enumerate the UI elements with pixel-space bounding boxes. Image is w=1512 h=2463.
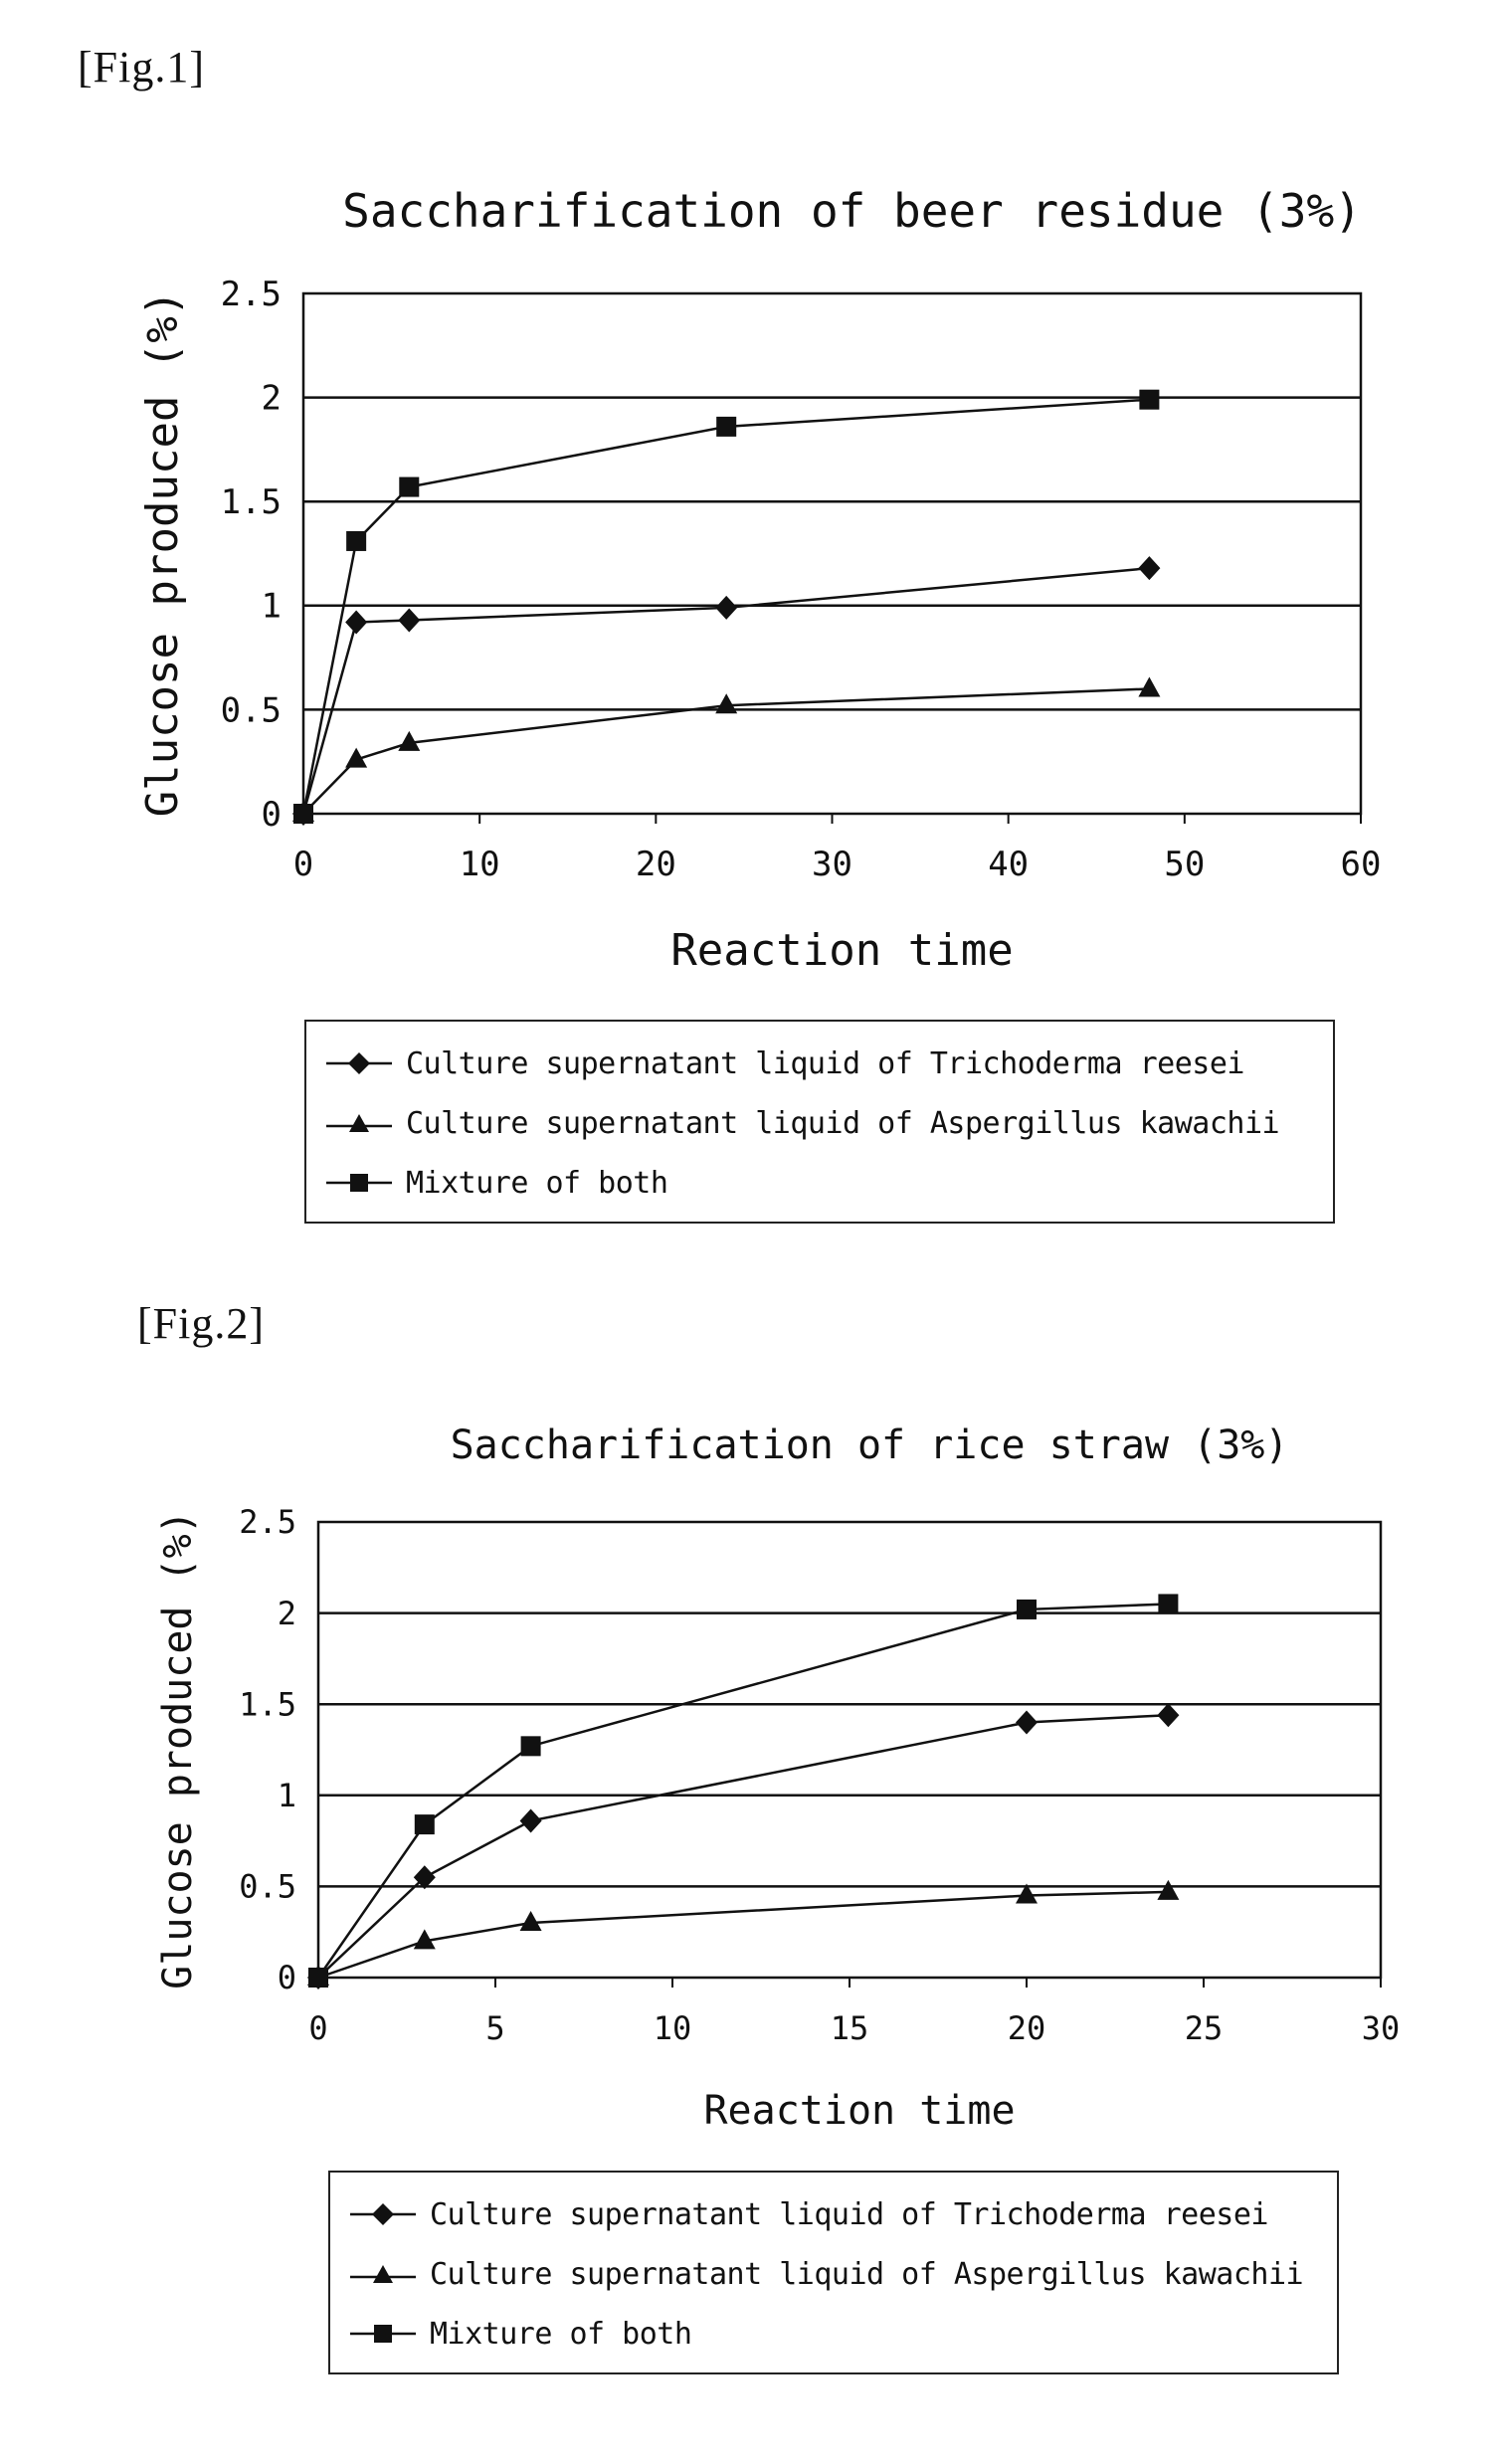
legend-item-trichoderma: Culture supernatant liquid of Trichoderm… (306, 1034, 1333, 1093)
series-diamond (292, 556, 1160, 826)
series-line (318, 1604, 1168, 1978)
square-marker-icon (324, 1168, 394, 1198)
legend-item-trichoderma: Culture supernatant liquid of Trichoderm… (330, 2184, 1337, 2244)
data-point-square (346, 531, 366, 551)
x-tick-label: 60 (1341, 845, 1382, 884)
data-point-diamond (715, 596, 737, 620)
data-point-square (1158, 1594, 1178, 1613)
triangle-marker-icon (324, 1108, 394, 1138)
y-tick-label: 0 (278, 1959, 296, 1996)
chart-title: Saccharification of beer residue (3%) (342, 184, 1362, 238)
figure-1-label: [Fig.1] (78, 42, 205, 93)
legend-label: Culture supernatant liquid of Aspergillu… (406, 1106, 1279, 1141)
x-axis-label: Reaction time (703, 2088, 1015, 2134)
data-point-square (1017, 1600, 1037, 1619)
x-tick-label: 10 (460, 845, 500, 884)
data-point-triangle (1138, 676, 1160, 696)
data-point-diamond (1016, 1711, 1038, 1735)
data-point-square (521, 1736, 541, 1756)
x-axis-label: Reaction time (670, 925, 1013, 976)
x-tick-label: 10 (654, 2009, 692, 2047)
data-point-triangle (1157, 1880, 1179, 1900)
legend-label: Culture supernatant liquid of Trichoderm… (430, 2197, 1268, 2232)
chart-2-rice-straw: Saccharification of rice straw (3%) 0 0.5 1… (0, 1393, 1512, 2159)
data-point-diamond (398, 608, 420, 632)
legend-item-mixture: Mixture of both (306, 1153, 1333, 1213)
data-point-square (716, 417, 736, 437)
x-tick-label: 50 (1164, 845, 1205, 884)
diamond-marker-icon (324, 1048, 394, 1078)
data-point-square (293, 804, 313, 824)
chart-title: Saccharification of rice straw (3%) (451, 1422, 1289, 1468)
y-axis-label: Glucose produced (%) (155, 1510, 201, 1989)
series-triangle (292, 676, 1160, 822)
x-tick-label: 0 (293, 845, 313, 884)
data-point-diamond (520, 1808, 542, 1832)
data-point-triangle (520, 1911, 542, 1931)
data-point-diamond (1138, 556, 1160, 580)
x-tick-label: 30 (812, 845, 852, 884)
x-tick-label: 5 (485, 2009, 504, 2047)
legend-item-aspergillus: Culture supernatant liquid of Aspergillu… (306, 1093, 1333, 1153)
legend-item-aspergillus: Culture supernatant liquid of Aspergillu… (330, 2244, 1337, 2304)
legend-label: Culture supernatant liquid of Trichoderm… (406, 1046, 1244, 1081)
series-triangle (307, 1880, 1179, 1986)
figure-2-label: [Fig.2] (137, 1298, 265, 1349)
x-tick-label: 20 (636, 845, 676, 884)
y-tick-label: 2 (278, 1595, 296, 1632)
chart-2-legend: Culture supernatant liquid of Trichoderm… (328, 2171, 1339, 2374)
legend-label: Mixture of both (406, 1166, 667, 1201)
legend-item-mixture: Mixture of both (330, 2304, 1337, 2364)
y-tick-label: 1.5 (239, 1685, 296, 1723)
plot-area (318, 1522, 1381, 1978)
data-point-diamond (345, 611, 367, 635)
data-point-square (1139, 390, 1159, 410)
legend-label: Culture supernatant liquid of Aspergillu… (430, 2257, 1303, 2292)
y-tick-label: 0.5 (239, 1868, 296, 1906)
series-square (308, 1594, 1178, 1988)
y-axis-label: Glucose produced (%) (137, 290, 188, 818)
data-point-square (415, 1814, 435, 1834)
y-tick-label: 2.5 (221, 275, 282, 314)
x-tick-label: 40 (988, 845, 1029, 884)
legend-label: Mixture of both (430, 2317, 691, 2352)
chart-1-legend: Culture supernatant liquid of Trichoderm… (304, 1020, 1335, 1224)
square-marker-icon (348, 2319, 418, 2349)
y-tick-label: 2.5 (239, 1503, 296, 1541)
x-tick-label: 25 (1185, 2009, 1224, 2047)
data-point-square (308, 1968, 328, 1988)
series-diamond (307, 1703, 1179, 1989)
y-tick-label: 1 (278, 1777, 296, 1814)
data-point-triangle (715, 693, 737, 713)
data-point-diamond (1157, 1703, 1179, 1727)
y-tick-label: 1.5 (221, 482, 282, 522)
triangle-marker-icon (348, 2259, 418, 2289)
diamond-marker-icon (348, 2199, 418, 2229)
chart-1-beer-residue: Saccharification of beer residue (3%) 0 0.… (0, 149, 1512, 1164)
x-tick-label: 15 (831, 2009, 869, 2047)
x-tick-label: 0 (308, 2009, 327, 2047)
y-tick-label: 1 (262, 587, 282, 627)
y-tick-label: 0.5 (221, 690, 282, 730)
x-tick-label: 20 (1008, 2009, 1046, 2047)
series-line (318, 1892, 1168, 1978)
data-point-square (399, 477, 419, 497)
y-tick-label: 2 (262, 379, 282, 419)
x-tick-label: 30 (1362, 2009, 1401, 2047)
y-tick-label: 0 (262, 795, 282, 835)
